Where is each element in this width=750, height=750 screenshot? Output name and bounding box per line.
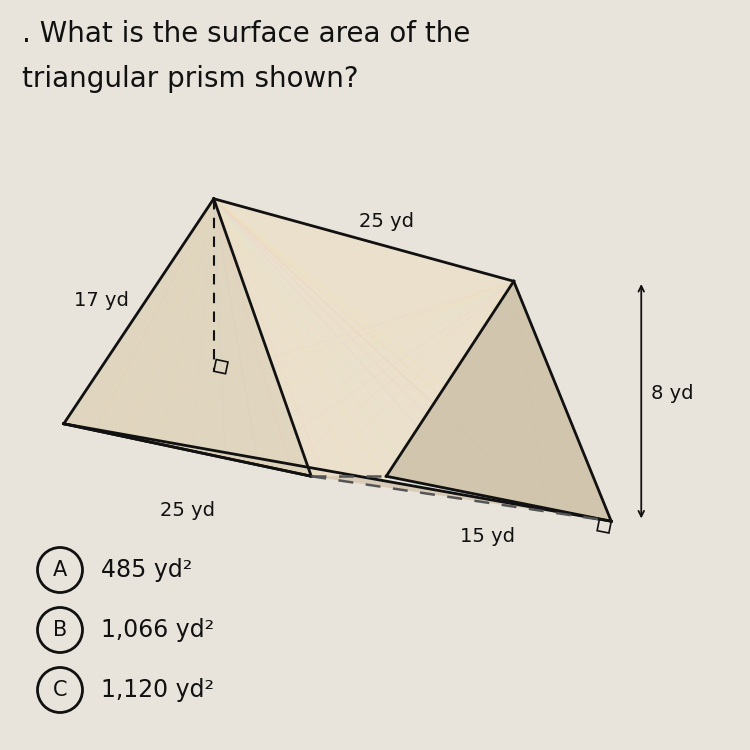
- Text: 25 yd: 25 yd: [358, 211, 414, 231]
- Text: B: B: [53, 620, 68, 640]
- Text: 1,066 yd²: 1,066 yd²: [101, 618, 214, 642]
- Text: A: A: [53, 560, 68, 580]
- Text: C: C: [53, 680, 68, 700]
- Text: triangular prism shown?: triangular prism shown?: [22, 64, 359, 93]
- Text: 1,120 yd²: 1,120 yd²: [101, 678, 214, 702]
- Text: 25 yd: 25 yd: [160, 500, 215, 520]
- Text: 8 yd: 8 yd: [651, 384, 694, 404]
- Text: 17 yd: 17 yd: [74, 290, 129, 310]
- Polygon shape: [386, 281, 611, 521]
- Polygon shape: [64, 424, 611, 521]
- Polygon shape: [64, 199, 311, 476]
- Polygon shape: [214, 199, 514, 476]
- Text: 485 yd²: 485 yd²: [101, 558, 193, 582]
- Text: 15 yd: 15 yd: [460, 526, 515, 546]
- Text: . What is the surface area of the: . What is the surface area of the: [22, 20, 471, 48]
